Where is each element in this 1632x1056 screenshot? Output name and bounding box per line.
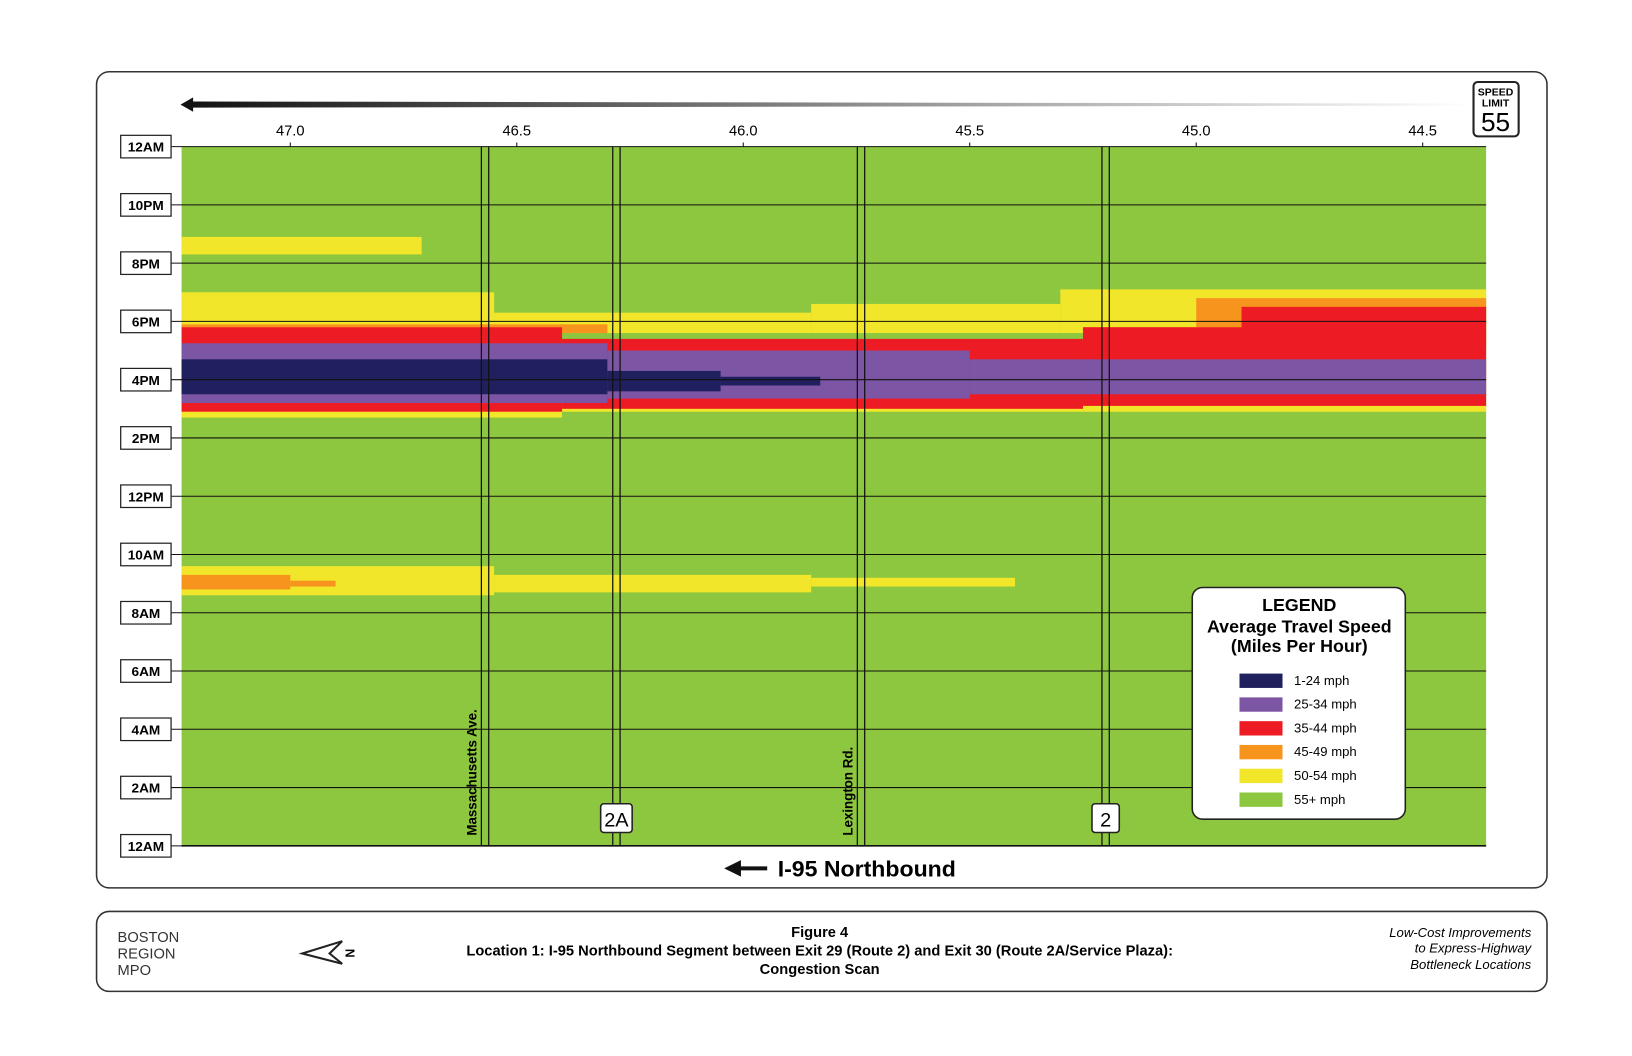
legend-swatch [1239,721,1283,736]
y-tick-box [120,367,172,392]
x-tick-label: 44.5 [1408,123,1437,139]
y-tick-box [120,192,172,217]
route-shield [599,803,633,834]
y-tick-box [120,134,172,159]
y-tick-box [120,309,172,334]
y-tick-box [120,659,172,683]
direction-arrow [724,860,768,877]
legend-label: 55+ mph [1294,792,1345,807]
y-tick-box [120,426,172,450]
street-label: Massachusetts Ave. [465,709,480,835]
report-title: Bottleneck Locations [1410,957,1531,972]
org-name: REGION [118,947,176,963]
speed-sign-text: SPEED [1478,87,1514,98]
y-tick-label: 4PM [132,373,160,388]
y-tick-label: 2AM [131,781,160,796]
footer-frame [95,910,1548,993]
speed-zone [811,577,1016,587]
legend-label: 25-34 mph [1294,697,1357,712]
legend-swatch [1239,768,1283,784]
speed-zone [969,359,1487,395]
y-tick-label: 12PM [128,489,164,504]
speed-zone [607,370,721,392]
x-tick-label: 45.5 [955,123,984,139]
direction-gradient-arrow [180,97,1475,112]
y-tick-label: 8AM [131,606,160,621]
speed-zone [181,574,291,590]
overlay: Massachusetts Ave. 2A Lexington Rd. 2 12AM 2A… [120,123,1487,858]
y-tick-box [120,600,172,625]
speed-zone [811,303,1061,334]
svg-text:N: N [344,949,358,958]
y-tick-box [120,717,172,742]
y-tick-label: 6AM [131,664,160,679]
speed-zone [720,376,821,386]
y-tick-box [120,542,172,567]
y-tick-box [120,775,172,800]
y-tick-box [120,833,172,858]
legend-label: 1-24 mph [1294,673,1349,688]
org-name: BOSTON [118,930,180,946]
speed-zone [181,359,608,395]
speed-sign-text: LIMIT [1482,99,1510,110]
x-tick-label: 46.0 [729,123,758,139]
street-label: Lexington Rd. [840,747,855,836]
y-tick-label: 2PM [132,431,160,446]
y-tick-label: 10PM [128,198,164,213]
x-tick-label: 47.0 [276,123,305,139]
legend-label: 45-49 mph [1294,744,1357,759]
legend-swatch [1239,697,1283,712]
x-tick-label: 45.0 [1182,123,1211,139]
route-shield-label: 2A [604,810,629,832]
speed-zone [181,236,422,255]
legend-subtitle: Average Travel Speed [1207,617,1392,637]
legend-label: 50-54 mph [1294,768,1357,783]
org-name: MPO [118,963,151,979]
route-shield-label: 2 [1100,810,1111,832]
x-tick-label: 46.5 [502,123,531,139]
direction-label: I-95 Northbound [778,856,956,882]
y-tick-label: 12AM [128,839,164,854]
y-tick-label: 4AM [131,723,160,738]
y-tick-label: 12AM [128,140,164,155]
speed-sign-limit: 55 [1481,109,1510,137]
speed-zone [290,580,336,587]
y-tick-box [120,251,172,276]
report-title: Low-Cost Improvements [1389,925,1532,940]
figure-caption: Congestion Scan [760,962,880,978]
y-tick-label: 8PM [132,256,160,271]
y-tick-box [120,484,172,509]
legend-swatch [1239,744,1283,760]
legend-label: 35-44 mph [1294,721,1357,736]
north-arrow: N [298,940,358,965]
legend-swatch [1239,792,1283,807]
speed-sign [1472,80,1520,138]
figure-number: Figure 4 [791,925,848,941]
figure-caption: Location 1: I-95 Northbound Segment betw… [466,944,1173,960]
legend-subtitle: (Miles Per Hour) [1231,636,1368,656]
y-tick-label: 10AM [128,548,164,563]
y-tick-label: 6PM [132,315,160,330]
legend-title: LEGEND [1262,595,1336,615]
route-shield [1091,803,1121,834]
legend-swatch [1239,673,1283,688]
legend-box [1191,586,1407,820]
speed-zone [494,574,812,593]
report-title: to Express-Highway [1415,941,1533,956]
